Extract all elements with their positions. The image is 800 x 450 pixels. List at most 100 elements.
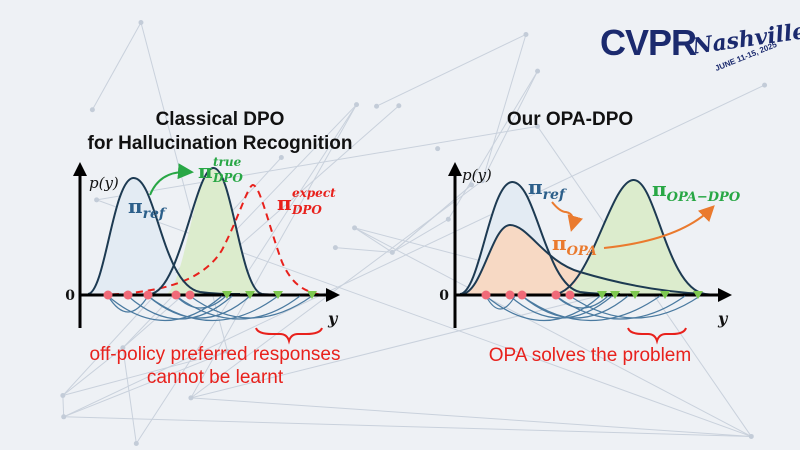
right-title: Our OPA-DPO: [506, 109, 634, 130]
bg-line: [140, 22, 229, 352]
right-x-axis-arrow: [718, 288, 732, 302]
right-brace: [627, 327, 687, 345]
left-pi-expect-sub: DPO: [291, 203, 322, 217]
bg-node: [94, 197, 100, 203]
left-x-axis-arrow: [326, 288, 340, 302]
right-opa-to-dpo-arrow: [603, 205, 715, 249]
left-marker-rejected: [171, 290, 181, 300]
bg-line: [63, 84, 765, 418]
bg-line: [63, 351, 228, 418]
bg-node: [389, 249, 395, 255]
left-x-label: y: [327, 309, 339, 328]
left-caption-line2: cannot be learnt: [146, 367, 284, 388]
left-marker-rejected: [143, 290, 153, 300]
left-y-label: p(y): [89, 174, 119, 192]
bg-node: [138, 20, 144, 26]
bg-line: [335, 247, 393, 253]
left-arc: [127, 295, 233, 320]
bg-node: [354, 102, 360, 108]
bg-node: [61, 414, 67, 420]
right-diagram: 0 p(y) y πref πOPA πOPA−DPO: [439, 162, 741, 345]
bg-line: [62, 395, 65, 417]
bg-node: [332, 245, 338, 251]
right-marker-rejected: [505, 290, 515, 300]
cvpr-logo: CVPR Nashville JUNE 11-15, 2025: [600, 14, 800, 76]
bg-line: [481, 70, 539, 182]
left-pi-ref-label: πref: [128, 194, 168, 222]
right-arc: [521, 295, 661, 321]
left-pi-ref-sub: ref: [143, 206, 168, 222]
bg-line: [392, 184, 472, 253]
bg-node: [534, 123, 540, 129]
right-pi-ref-label: πref: [528, 175, 568, 203]
right-markers: [481, 290, 703, 300]
right-opa-dpo-fill: [560, 179, 705, 295]
left-pi-true-sup: true: [213, 155, 242, 169]
right-marker-rejected: [517, 290, 527, 300]
bg-line: [122, 347, 137, 444]
bg-node: [89, 107, 95, 113]
left-marker-rejected: [103, 290, 113, 300]
bg-node: [535, 68, 541, 74]
bg-line: [96, 125, 538, 201]
right-pi-opa-dpo-symbol: π: [652, 177, 667, 201]
bg-line: [91, 22, 142, 111]
left-arc: [107, 295, 223, 322]
bg-node: [523, 31, 529, 37]
right-marker-preferred: [610, 291, 620, 299]
left-markers: [103, 290, 317, 300]
bg-node: [396, 103, 402, 109]
bg-node: [278, 155, 284, 161]
bg-line: [63, 416, 752, 437]
right-arc: [521, 295, 629, 319]
left-marker-rejected: [185, 290, 195, 300]
left-pi-ref-symbol: π: [128, 194, 143, 218]
cvpr-logo-text: CVPR: [600, 22, 697, 63]
bg-line: [62, 347, 124, 396]
bg-line: [190, 293, 608, 399]
bg-node: [435, 146, 441, 152]
left-arcs: [107, 295, 313, 322]
left-ref-to-true-arrow: [149, 163, 194, 196]
right-arc: [485, 295, 516, 310]
left-title-line1: Classical DPO: [155, 109, 285, 130]
right-ref-curve: [459, 180, 621, 295]
right-marker-rejected: [551, 290, 561, 300]
left-arc: [175, 295, 301, 320]
right-arc: [485, 295, 601, 322]
left-expect-curve: [99, 183, 323, 296]
right-arc: [555, 295, 686, 320]
right-pi-opa-dpo-label: πOPA−DPO: [652, 177, 741, 205]
left-y-axis-arrow: [73, 162, 87, 176]
right-marker-preferred: [630, 291, 640, 299]
bg-node: [133, 441, 139, 447]
left-pi-true-label: π: [198, 159, 213, 183]
right-pi-ref-sub: ref: [543, 187, 568, 203]
bg-node: [120, 345, 126, 351]
right-x-label: y: [717, 309, 729, 328]
right-caption: OPA solves the problem: [488, 345, 692, 366]
left-pi-true-symbol: π: [198, 159, 213, 183]
left-title-line2: for Hallucination Recognition: [87, 133, 353, 154]
left-caption-line1: off-policy preferred responses: [89, 344, 341, 365]
right-opa-curve: [461, 223, 706, 295]
right-pi-opa-symbol: π: [552, 231, 567, 255]
left-marker-preferred: [273, 291, 283, 299]
left-true-fill: [165, 168, 262, 295]
bg-line: [190, 104, 357, 399]
right-arc: [509, 295, 613, 319]
left-arc: [107, 295, 149, 313]
right-origin-label: 0: [439, 288, 449, 304]
right-ref-to-opa-arrow: [551, 201, 583, 232]
bg-line: [376, 34, 527, 107]
bg-node: [352, 225, 358, 231]
left-pi-expect-sup: expect: [292, 186, 336, 200]
left-ref-fill: [85, 177, 190, 295]
left-marker-preferred: [245, 291, 255, 299]
right-pi-opa-dpo-sub: OPA−DPO: [667, 190, 741, 205]
bg-line: [354, 227, 393, 253]
left-marker-preferred: [222, 291, 232, 299]
left-ref-curve: [87, 176, 241, 295]
